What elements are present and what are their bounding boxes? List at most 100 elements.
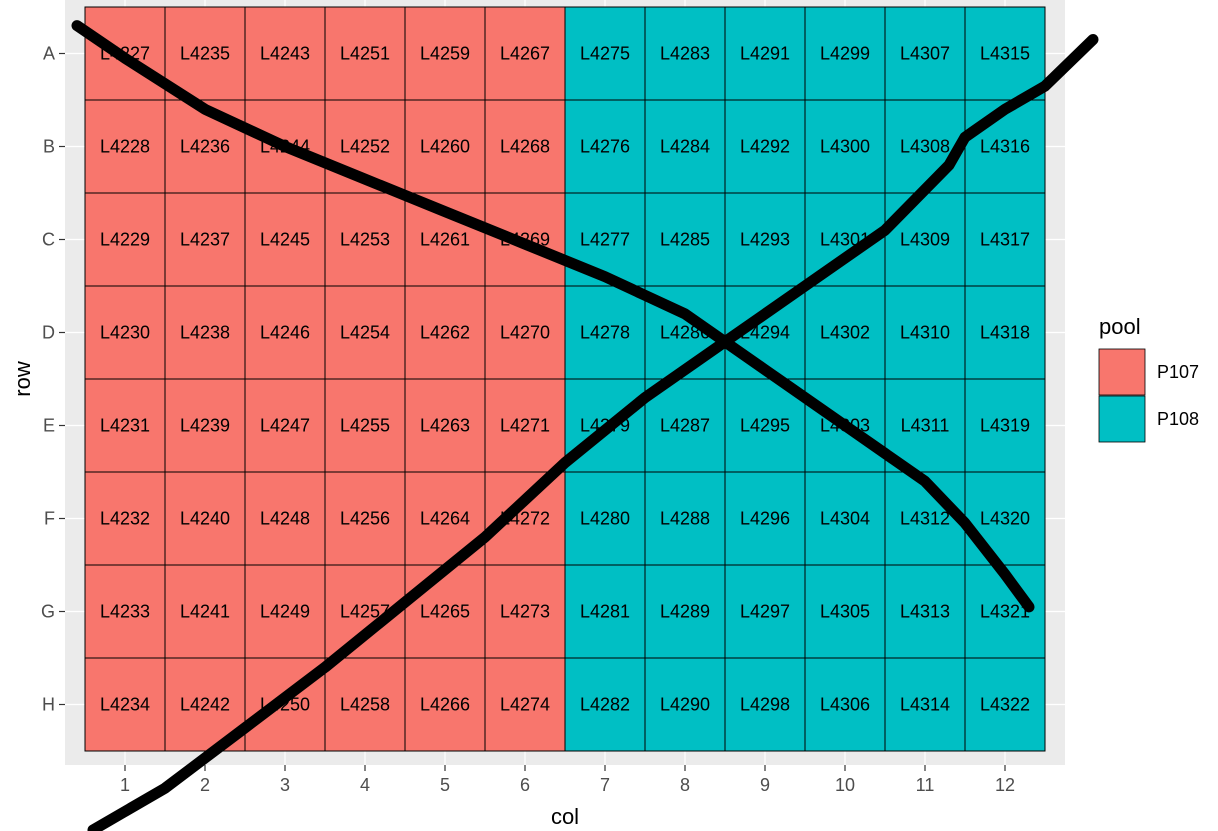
cell-label: L4319 <box>980 416 1030 436</box>
x-tick-label: 5 <box>440 775 450 795</box>
plate-cell <box>244 285 326 380</box>
x-tick-label: 11 <box>916 775 935 795</box>
cell-label: L4261 <box>420 230 470 250</box>
cell-label: L4312 <box>900 509 950 529</box>
plate-cell <box>564 657 646 752</box>
cell-label: L4311 <box>901 416 950 436</box>
plate-cell <box>404 378 486 473</box>
cell-label: L4241 <box>180 602 230 622</box>
y-axis: A B C D E F G H <box>41 44 65 715</box>
cell-label: L4236 <box>180 137 230 157</box>
x-tick-label: 8 <box>680 775 690 795</box>
cell-label: L4274 <box>500 695 550 715</box>
y-tick-label: E <box>43 416 55 436</box>
plate-cell <box>564 6 646 101</box>
x-tick-label: 9 <box>760 775 770 795</box>
cell-label: L4252 <box>340 137 390 157</box>
cell-label: L4293 <box>740 230 790 250</box>
cell-label: L4276 <box>580 137 630 157</box>
cell-label: L4248 <box>260 509 310 529</box>
plate-cell <box>324 657 406 752</box>
plate-cell <box>404 657 486 752</box>
plate-cell <box>644 192 726 287</box>
cell-label: L4313 <box>900 602 950 622</box>
cell-label: L4264 <box>420 509 470 529</box>
cell-label: L4231 <box>100 416 150 436</box>
ink-overlay <box>71 20 1099 831</box>
y-tick-label: H <box>42 695 55 715</box>
legend-label: P108 <box>1157 409 1199 429</box>
plate-cell <box>564 285 646 380</box>
cell-label: L4300 <box>820 137 870 157</box>
plate-cell <box>84 285 166 380</box>
cell-label: L4321 <box>980 602 1030 622</box>
cell-label: L4289 <box>660 602 710 622</box>
cell-label: L4239 <box>180 416 230 436</box>
cell-label: L4287 <box>660 416 710 436</box>
plate-cell <box>164 99 246 194</box>
plate-cell <box>404 564 486 659</box>
cell-label: L4242 <box>180 695 230 715</box>
cell-label: L4275 <box>580 44 630 64</box>
cell-label: L4234 <box>100 695 150 715</box>
legend-label: P107 <box>1157 362 1199 382</box>
cell-label: L4238 <box>180 323 230 343</box>
plate-cell <box>724 471 806 566</box>
plate-cell <box>884 192 966 287</box>
plate-cell <box>724 564 806 659</box>
cell-label: L4307 <box>900 44 950 64</box>
plate-cell <box>884 285 966 380</box>
cell-label: L4291 <box>740 44 790 64</box>
y-tick-label: A <box>43 44 55 64</box>
x-tick-label: 1 <box>120 775 130 795</box>
cell-label: L4268 <box>500 137 550 157</box>
plate-cell <box>244 471 326 566</box>
cell-label: L4304 <box>820 509 870 529</box>
plate-cell <box>884 99 966 194</box>
cell-label: L4314 <box>900 695 950 715</box>
x-tick-label: 2 <box>200 775 210 795</box>
cell-label: L4270 <box>500 323 550 343</box>
cell-label: L4256 <box>340 509 390 529</box>
cell-label: L4262 <box>420 323 470 343</box>
y-axis-title: row <box>10 361 35 397</box>
x-tick-label: 7 <box>600 775 610 795</box>
cell-label: L4235 <box>180 44 230 64</box>
cell-label: L4298 <box>740 695 790 715</box>
cell-label: L4246 <box>260 323 310 343</box>
plate-cell <box>324 471 406 566</box>
plate-cell <box>564 471 646 566</box>
cell-label: L4257 <box>340 602 390 622</box>
plate-cell <box>804 657 886 752</box>
plate-cell <box>724 6 806 101</box>
plate-cell <box>164 564 246 659</box>
legend-key <box>1098 395 1146 443</box>
cell-label: L4251 <box>340 44 390 64</box>
plate-cell <box>164 285 246 380</box>
cell-label: L4240 <box>180 509 230 529</box>
plate-cell <box>964 6 1046 101</box>
cell-label: L4299 <box>820 44 870 64</box>
cell-label: L4306 <box>820 695 870 715</box>
cell-label: L4318 <box>980 323 1030 343</box>
plate-cell <box>484 657 566 752</box>
cell-label: L4317 <box>980 230 1030 250</box>
x-axis-title: col <box>551 804 579 829</box>
y-tick-label: D <box>42 323 55 343</box>
cell-label: L4266 <box>420 695 470 715</box>
plate-cell <box>84 657 166 752</box>
plate-cell <box>644 564 726 659</box>
plate-cell <box>884 564 966 659</box>
cell-label: L4232 <box>100 509 150 529</box>
plate-cell <box>404 6 486 101</box>
plate-cell <box>324 285 406 380</box>
cell-label: L4290 <box>660 695 710 715</box>
cell-label: L4265 <box>420 602 470 622</box>
plate-cell <box>164 378 246 473</box>
plate-cell <box>84 471 166 566</box>
cell-label: L4263 <box>420 416 470 436</box>
cell-label: L4255 <box>340 416 390 436</box>
plate-cell <box>644 99 726 194</box>
cell-label: L4267 <box>500 44 550 64</box>
